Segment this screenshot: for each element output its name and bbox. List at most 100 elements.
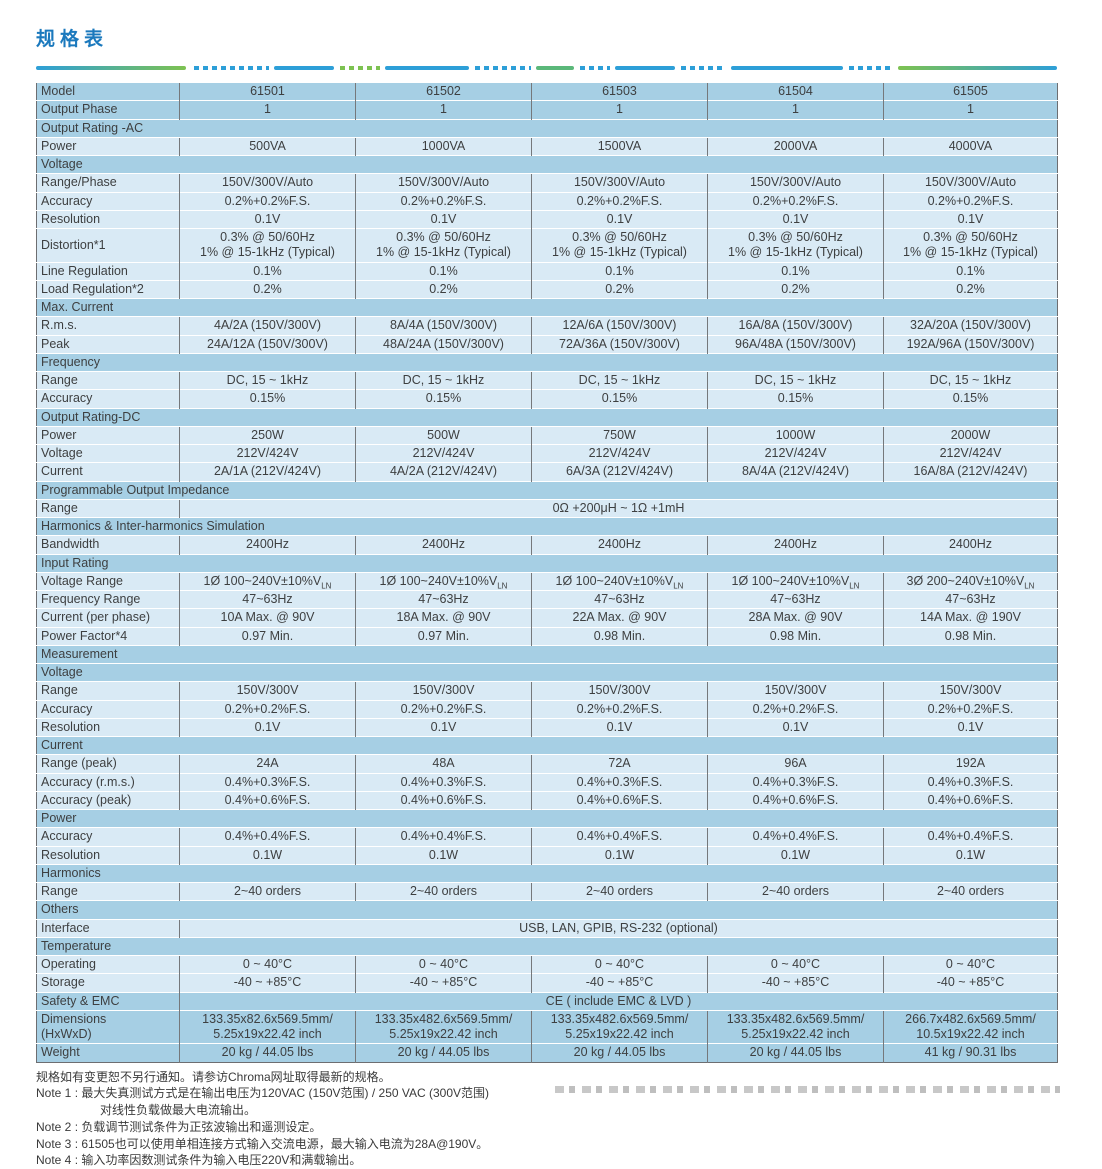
row-label: Range — [37, 682, 180, 700]
spec-value: 0.4%+0.3%F.S. — [532, 773, 708, 791]
spec-value: 0.1% — [884, 262, 1058, 280]
spec-value: 61502 — [356, 83, 532, 101]
note-line: Note 2 : 负载调节测试条件为正弦波输出和遥测设定。 — [36, 1119, 1057, 1136]
spec-value: 96A/48A (150V/300V) — [708, 335, 884, 353]
divider-bar — [274, 66, 334, 70]
section-label: Max. Current — [37, 299, 1058, 317]
spec-value: 16A/8A (150V/300V) — [708, 317, 884, 335]
spec-value: 0.2%+0.2%F.S. — [708, 700, 884, 718]
spec-value: 0.1% — [708, 262, 884, 280]
spec-value: 16A/8A (212V/424V) — [884, 463, 1058, 481]
row-label: Accuracy — [37, 192, 180, 210]
spec-value: 0.1V — [884, 718, 1058, 736]
spec-value: 0.4%+0.4%F.S. — [356, 828, 532, 846]
spec-value: -40 ~ +85°C — [356, 974, 532, 992]
spec-value: DC, 15 ~ 1kHz — [708, 372, 884, 390]
spec-value: 24A — [180, 755, 356, 773]
spec-value: 0.2%+0.2%F.S. — [356, 192, 532, 210]
spec-value: 0.4%+0.4%F.S. — [180, 828, 356, 846]
spec-value: DC, 15 ~ 1kHz — [884, 372, 1058, 390]
spec-value: -40 ~ +85°C — [532, 974, 708, 992]
section-label: Harmonics & Inter-harmonics Simulation — [37, 518, 1058, 536]
spec-value: 28A Max. @ 90V — [708, 609, 884, 627]
spec-value: 0.2%+0.2%F.S. — [708, 192, 884, 210]
spec-value: 212V/424V — [708, 445, 884, 463]
spec-value: 47~63Hz — [532, 591, 708, 609]
spec-value: 0.4%+0.3%F.S. — [884, 773, 1058, 791]
spec-value: 47~63Hz — [356, 591, 532, 609]
section-label: Voltage — [37, 664, 1058, 682]
spec-value: 96A — [708, 755, 884, 773]
spec-value: 0.4%+0.6%F.S. — [180, 791, 356, 809]
spec-value: 6A/3A (212V/424V) — [532, 463, 708, 481]
spec-value: -40 ~ +85°C — [708, 974, 884, 992]
row-label: Current (per phase) — [37, 609, 180, 627]
spec-value: 0.4%+0.3%F.S. — [708, 773, 884, 791]
note-line: Note 4 : 输入功率因数测试条件为输入电压220V和满载输出。 — [36, 1152, 1057, 1169]
section-label: Others — [37, 901, 1058, 919]
spec-value: 0.1V — [356, 718, 532, 736]
section-row: Harmonics & Inter-harmonics Simulation — [37, 518, 1058, 536]
spec-value: 0.15% — [532, 390, 708, 408]
spec-value: 2~40 orders — [708, 883, 884, 901]
spec-value: 0.1V — [884, 210, 1058, 228]
spec-value: 14A Max. @ 190V — [884, 609, 1058, 627]
spec-value: 0.2%+0.2%F.S. — [884, 192, 1058, 210]
spec-value: 266.7x482.6x569.5mm/ 10.5x19x22.42 inch — [884, 1010, 1058, 1044]
spec-value: 0.1V — [180, 718, 356, 736]
spec-value: 0.2% — [708, 280, 884, 298]
spec-value: 72A/36A (150V/300V) — [532, 335, 708, 353]
row-label: Storage — [37, 974, 180, 992]
spec-value: 0.2%+0.2%F.S. — [180, 700, 356, 718]
spec-value: 2400Hz — [532, 536, 708, 554]
spec-value: 0.2% — [180, 280, 356, 298]
spec-value: 0 ~ 40°C — [708, 956, 884, 974]
row-label: Accuracy — [37, 390, 180, 408]
divider-dots — [849, 66, 892, 70]
spec-value: 0.15% — [708, 390, 884, 408]
spec-value: 0.97 Min. — [356, 627, 532, 645]
spec-value: 10A Max. @ 90V — [180, 609, 356, 627]
spec-value: 2400Hz — [356, 536, 532, 554]
spec-value: 61501 — [180, 83, 356, 101]
row-label: Resolution — [37, 210, 180, 228]
spec-value: 0.1V — [708, 210, 884, 228]
spec-value: 150V/300V — [180, 682, 356, 700]
spec-value: 0.97 Min. — [180, 627, 356, 645]
spec-value: 0.4%+0.6%F.S. — [708, 791, 884, 809]
spec-value-span: CE ( include EMC & LVD ) — [180, 992, 1058, 1010]
spec-value: DC, 15 ~ 1kHz — [356, 372, 532, 390]
spec-value: 32A/20A (150V/300V) — [884, 317, 1058, 335]
spec-value: 4000VA — [884, 137, 1058, 155]
spec-value: 4A/2A (150V/300V) — [180, 317, 356, 335]
spec-value: 1 — [884, 101, 1058, 119]
spec-value: 0.2%+0.2%F.S. — [180, 192, 356, 210]
table-row: Dimensions (HxWxD)133.35x82.6x569.5mm/ 5… — [37, 1010, 1058, 1044]
spec-value: 0.4%+0.6%F.S. — [532, 791, 708, 809]
spec-value: -40 ~ +85°C — [884, 974, 1058, 992]
spec-value: 0.1V — [708, 718, 884, 736]
divider-bar — [536, 66, 574, 70]
row-label: Accuracy (r.m.s.) — [37, 773, 180, 791]
spec-value-span: 0Ω +200μH ~ 1Ω +1mH — [180, 499, 1058, 517]
section-row: Output Rating-DC — [37, 408, 1058, 426]
spec-value: 133.35x482.6x569.5mm/ 5.25x19x22.42 inch — [356, 1010, 532, 1044]
spec-value: 2~40 orders — [884, 883, 1058, 901]
spec-value: 150V/300V — [884, 682, 1058, 700]
spec-value: 0.1W — [356, 846, 532, 864]
row-label: Peak — [37, 335, 180, 353]
spec-value: 0.98 Min. — [532, 627, 708, 645]
page-title: 规格表 — [36, 24, 1057, 51]
spec-value: 20 kg / 44.05 lbs — [180, 1044, 356, 1062]
